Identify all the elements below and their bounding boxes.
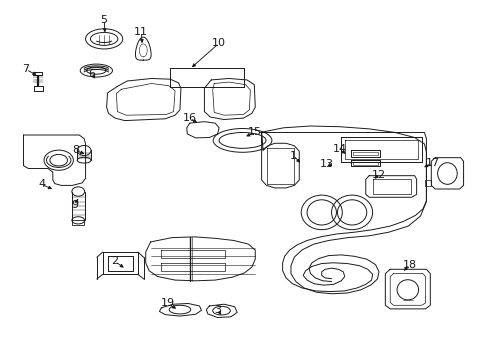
- Text: 5: 5: [101, 15, 107, 25]
- Text: 10: 10: [212, 38, 225, 48]
- Text: 18: 18: [402, 260, 416, 270]
- Text: 13: 13: [319, 159, 333, 169]
- Text: 2: 2: [111, 256, 118, 266]
- Text: 17: 17: [425, 158, 439, 168]
- Text: 9: 9: [71, 200, 78, 210]
- Text: 16: 16: [183, 113, 196, 123]
- Text: 14: 14: [332, 144, 346, 154]
- Text: 3: 3: [214, 305, 221, 315]
- Text: 11: 11: [134, 27, 148, 37]
- Text: 7: 7: [22, 64, 29, 75]
- Text: 12: 12: [371, 170, 385, 180]
- Text: 1: 1: [289, 150, 296, 161]
- Text: 15: 15: [248, 127, 262, 137]
- Text: 6: 6: [88, 69, 95, 79]
- Text: 4: 4: [38, 179, 45, 189]
- Text: 19: 19: [161, 298, 175, 309]
- Text: 8: 8: [72, 145, 79, 156]
